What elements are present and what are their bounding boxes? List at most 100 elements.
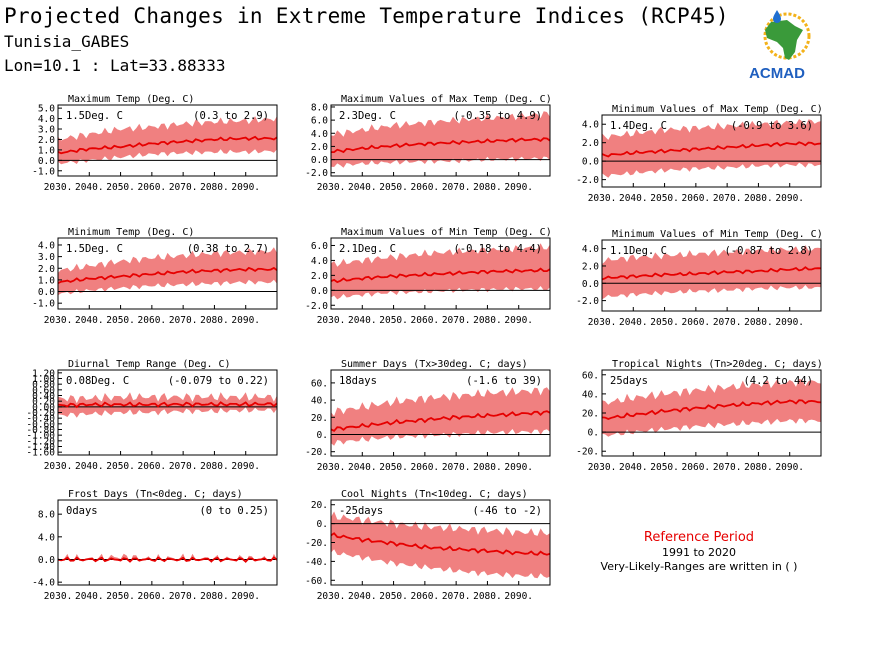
reference-period-years: 1991 to 2020 [661,546,737,559]
chart-panel-8: Summer Days (Tx>30deg. C; days) 18days (-1… [305,359,551,473]
y-tick-label: 0. [317,430,328,441]
y-tick-label: 4.0 [38,114,55,125]
x-tick-label: 2090. [231,182,260,193]
x-tick-label: 2050. [379,315,408,326]
chart-panel-2: Maximum Values of Max Temp (Deg. C) 2.3De… [305,94,552,193]
y-tick-label: 2.0 [582,261,599,272]
x-tick-label: 2050. [106,182,135,193]
median-line [601,399,822,420]
y-tick-label: 2.0 [311,142,328,153]
plot-frame [330,237,551,310]
chart-title: Tropical Nights (Tn>20deg. C; days) [612,359,823,370]
y-tick-label: 0.20 [32,397,55,408]
y-tick-label: 0. [317,519,328,530]
chart-title: Diurnal Temp Range (Deg. C) [68,359,231,370]
median-line [601,141,822,158]
x-tick-label: 2060. [682,317,711,328]
y-tick-label: 0.0 [38,287,55,298]
x-tick-label: 2040. [75,461,104,472]
range-label: (-0.18 to 4.4) [453,243,542,255]
y-tick-label: 20. [311,500,328,511]
y-tick-label: -20. [305,538,328,549]
y-tick-label: 2.0 [311,271,328,282]
y-tick-label: 0.0 [311,286,328,297]
x-tick-label: 2070. [442,591,471,602]
median-line [330,267,551,284]
median-line [331,137,551,154]
logo-sun-icon [763,12,811,60]
range-label: (-0.9 to 3.6) [731,120,813,132]
y-tick-label: -1.0 [32,299,55,310]
y-tick-label: -2.0 [576,296,599,307]
y-tick-label: 0.60 [32,385,55,396]
x-tick-label: 2060. [682,462,711,473]
x-tick-label: 2080. [200,591,229,602]
x-tick-label: 2050. [379,462,408,473]
y-tick-label: 0.0 [582,279,599,290]
plot-frame [330,369,551,457]
y-tick-label: 4.0 [38,240,55,251]
chart-title: Frost Days (Tn<0deg. C; days) [68,489,243,500]
chart-title: Maximum Values of Min Temp (Deg. C) [341,227,552,238]
y-tick-label: -1.0 [32,166,55,177]
y-tick-label: -0.40 [26,414,55,425]
x-tick-label: 2080. [473,462,502,473]
x-tick-label: 2050. [650,462,679,473]
x-tick-label: 2050. [650,317,679,328]
y-tick-label: 2.0 [38,135,55,146]
x-tick-label: 2030. [317,315,346,326]
x-tick-label: 2030. [588,193,617,204]
y-tick-label: -2.0 [305,301,328,312]
median-line [330,532,551,556]
x-tick-label: 2030. [588,317,617,328]
y-tick-label: 40. [582,389,599,400]
chart-panel-7: Diurnal Temp Range (Deg. C) 0.08Deg. C (-0… [26,359,278,472]
x-tick-label: 2040. [348,591,377,602]
x-tick-label: 2030. [317,591,346,602]
x-tick-label: 2080. [473,591,502,602]
x-tick-label: 2040. [619,462,648,473]
x-tick-label: 2080. [473,315,502,326]
location-label: Tunisia_GABES [4,32,130,51]
y-tick-label: 4.0 [582,120,599,131]
y-tick-label: 60. [311,378,328,389]
x-tick-label: 2050. [650,193,679,204]
y-tick-label: 3.0 [38,252,55,263]
x-tick-label: 2070. [442,462,471,473]
x-tick-label: 2050. [106,591,135,602]
y-tick-label: 1.0 [38,275,55,286]
range-band [331,243,550,300]
reference-legend: Reference Period 1991 to 2020 Very-Likel… [590,530,808,573]
chart-title: Maximum Values of Max Temp (Deg. C) [341,94,552,105]
y-tick-label: 20. [311,413,328,424]
reference-period-title: Reference Period [643,530,755,545]
range-label: (-0.87 to 2.8) [724,245,813,257]
y-tick-label: 6.0 [311,116,328,127]
x-tick-label: 2080. [200,182,229,193]
x-tick-label: 2080. [744,462,773,473]
y-tick-label: -2.0 [305,168,328,179]
y-tick-label: -20. [576,447,599,458]
x-tick-label: 2030. [44,591,73,602]
change-label: 1.1Deg. C [610,245,667,257]
median-line [57,556,278,563]
x-tick-label: 2030. [588,462,617,473]
x-tick-label: 2090. [775,317,804,328]
range-label: (0 to 0.25) [199,505,269,517]
x-tick-label: 2090. [775,193,804,204]
y-tick-label: -1.00 [26,431,55,442]
x-tick-label: 2080. [744,193,773,204]
change-label: 2.3Deg. C [339,110,396,122]
x-tick-label: 2060. [411,182,440,193]
plot-frame [601,114,822,188]
median-line [330,410,551,433]
x-tick-label: 2080. [200,315,229,326]
x-tick-label: 2060. [682,193,711,204]
x-tick-label: 2060. [138,461,167,472]
range-label: (0.3 to 2.9) [193,110,269,122]
x-tick-label: 2070. [713,193,742,204]
chart-title: Minimum Values of Min Temp (Deg. C) [612,229,823,240]
logo-africa-icon [765,20,803,60]
x-tick-label: 2040. [619,317,648,328]
